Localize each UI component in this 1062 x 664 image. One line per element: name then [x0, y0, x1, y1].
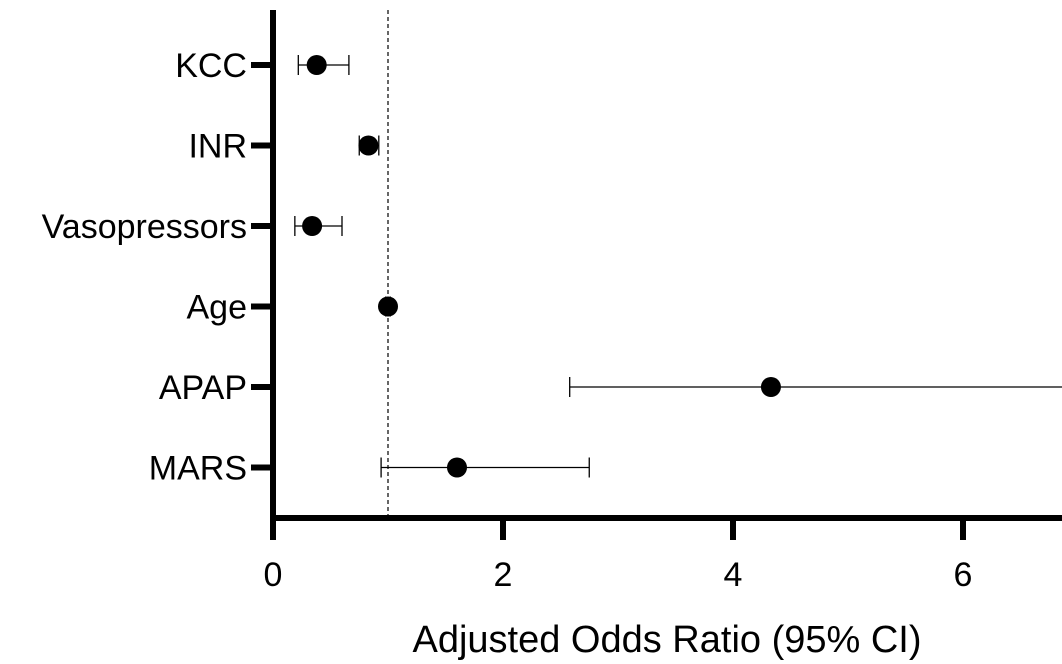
- category-label: KCC: [175, 47, 247, 85]
- ticks-layer: 0 2 4 6 KCC INR Vasopressors Age APAP MARS: [42, 47, 973, 594]
- point-estimate: [378, 296, 398, 317]
- x-tick-label: 2: [494, 556, 513, 594]
- x-tick-label: 4: [724, 556, 743, 594]
- x-tick-label: 0: [264, 556, 283, 594]
- category-label: APAP: [159, 369, 247, 407]
- point-estimate: [306, 55, 327, 75]
- category-label: MARS: [149, 450, 247, 488]
- data-marks-layer: [294, 55, 1062, 478]
- point-estimate: [358, 135, 379, 156]
- x-axis-title: Adjusted Odds Ratio (95% CI): [412, 619, 921, 661]
- point-estimate: [447, 457, 467, 478]
- category-label: Age: [187, 289, 248, 327]
- point-estimate: [302, 216, 323, 236]
- axes-layer: [270, 10, 1062, 521]
- category-label: INR: [188, 128, 247, 166]
- category-label: Vasopressors: [42, 208, 247, 246]
- x-tick-label: 6: [954, 556, 973, 594]
- point-estimate: [760, 377, 781, 397]
